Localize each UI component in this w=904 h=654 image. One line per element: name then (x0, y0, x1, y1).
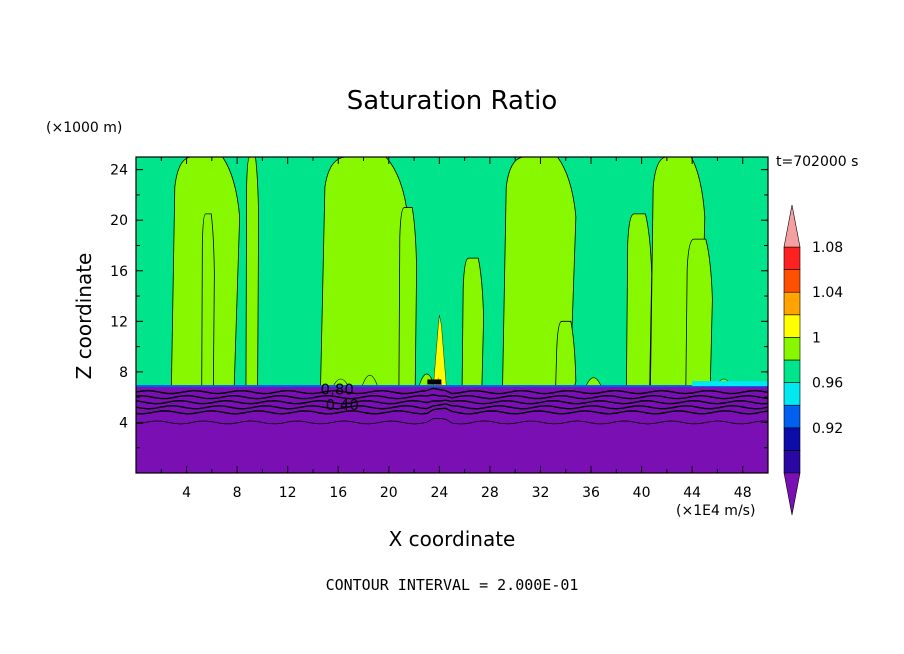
colorbar-segment (783, 382, 801, 406)
colorbar-tick-label: 1.08 (812, 240, 843, 256)
contour-line (136, 399, 768, 405)
x-tick-label: 8 (233, 485, 242, 501)
x-tick-label: 28 (481, 485, 499, 501)
transition-band-cyan (692, 381, 768, 387)
colorbar-segment (783, 291, 801, 316)
x-tick-label: 36 (582, 485, 600, 501)
plume-column (685, 238, 713, 388)
colorbar-segment (783, 359, 801, 383)
x-tick-label: 44 (683, 485, 701, 501)
x-tick-label: 16 (329, 485, 347, 501)
colorbar-segment (783, 337, 801, 361)
colorbar-segment (783, 246, 801, 270)
x-tick-label: 48 (734, 485, 752, 501)
y-tick-label: 16 (110, 264, 128, 280)
contour-label: 0.40 (326, 396, 359, 414)
x-tick-label: 12 (279, 485, 297, 501)
field-layers: 0.800.40 (136, 157, 768, 473)
colorbar-segment (783, 450, 801, 474)
colorbar-high-arrow (783, 204, 801, 248)
y-tick-label: 12 (110, 314, 128, 330)
x-tick-label: 32 (532, 485, 550, 501)
plot-frame (135, 156, 769, 474)
contour-line (136, 394, 768, 400)
chart-title: Saturation Ratio (346, 86, 558, 116)
x-tick-label: 20 (380, 485, 398, 501)
x-tick-label: 40 (633, 485, 651, 501)
dry-layer (136, 387, 768, 473)
contour-label: 0.80 (321, 381, 354, 399)
y-tick-label: 24 (110, 163, 128, 179)
y-tick-label: 4 (119, 415, 128, 431)
time-label: t=702000 s (776, 154, 859, 170)
plume-column (626, 213, 653, 388)
x-axis-label: X coordinate (388, 527, 516, 551)
colorbar-low-arrow (783, 472, 801, 516)
colorbar-tick-label: 1 (812, 330, 821, 346)
plume-column (555, 320, 577, 388)
plume-column (398, 207, 418, 388)
plot-area: 0.800.40 (136, 157, 768, 473)
colorbar-tick-label: 0.92 (812, 421, 843, 437)
y-tick-label: 20 (110, 213, 128, 229)
contour-line (136, 403, 768, 410)
plume-column (320, 157, 409, 388)
x-tick-label: 4 (182, 485, 191, 501)
contour-line (136, 387, 768, 395)
x-tick-label: 24 (430, 485, 448, 501)
plume-column (245, 157, 260, 388)
plume-column (461, 257, 485, 388)
colorbar-segment (783, 404, 801, 429)
colorbar-segment (783, 314, 801, 338)
z-units-label: (×1000 m) (46, 120, 123, 136)
contour-line (136, 407, 768, 415)
plume-column (201, 213, 215, 388)
colorbar-tick-label: 1.04 (812, 285, 843, 301)
x-units-label: (×1E4 m/s) (676, 503, 756, 519)
colorbar-segment (783, 269, 801, 293)
colorbar-segment (783, 427, 801, 451)
peak-dark-core (427, 379, 442, 385)
contour-interval-label: CONTOUR INTERVAL = 2.000E-01 (325, 576, 579, 594)
y-tick-label: 8 (119, 365, 128, 381)
contour-line (136, 417, 768, 425)
colorbar-tick-label: 0.96 (812, 376, 843, 392)
colorbar: 0.92 0.96 1 1.04 1.08 (783, 204, 843, 516)
